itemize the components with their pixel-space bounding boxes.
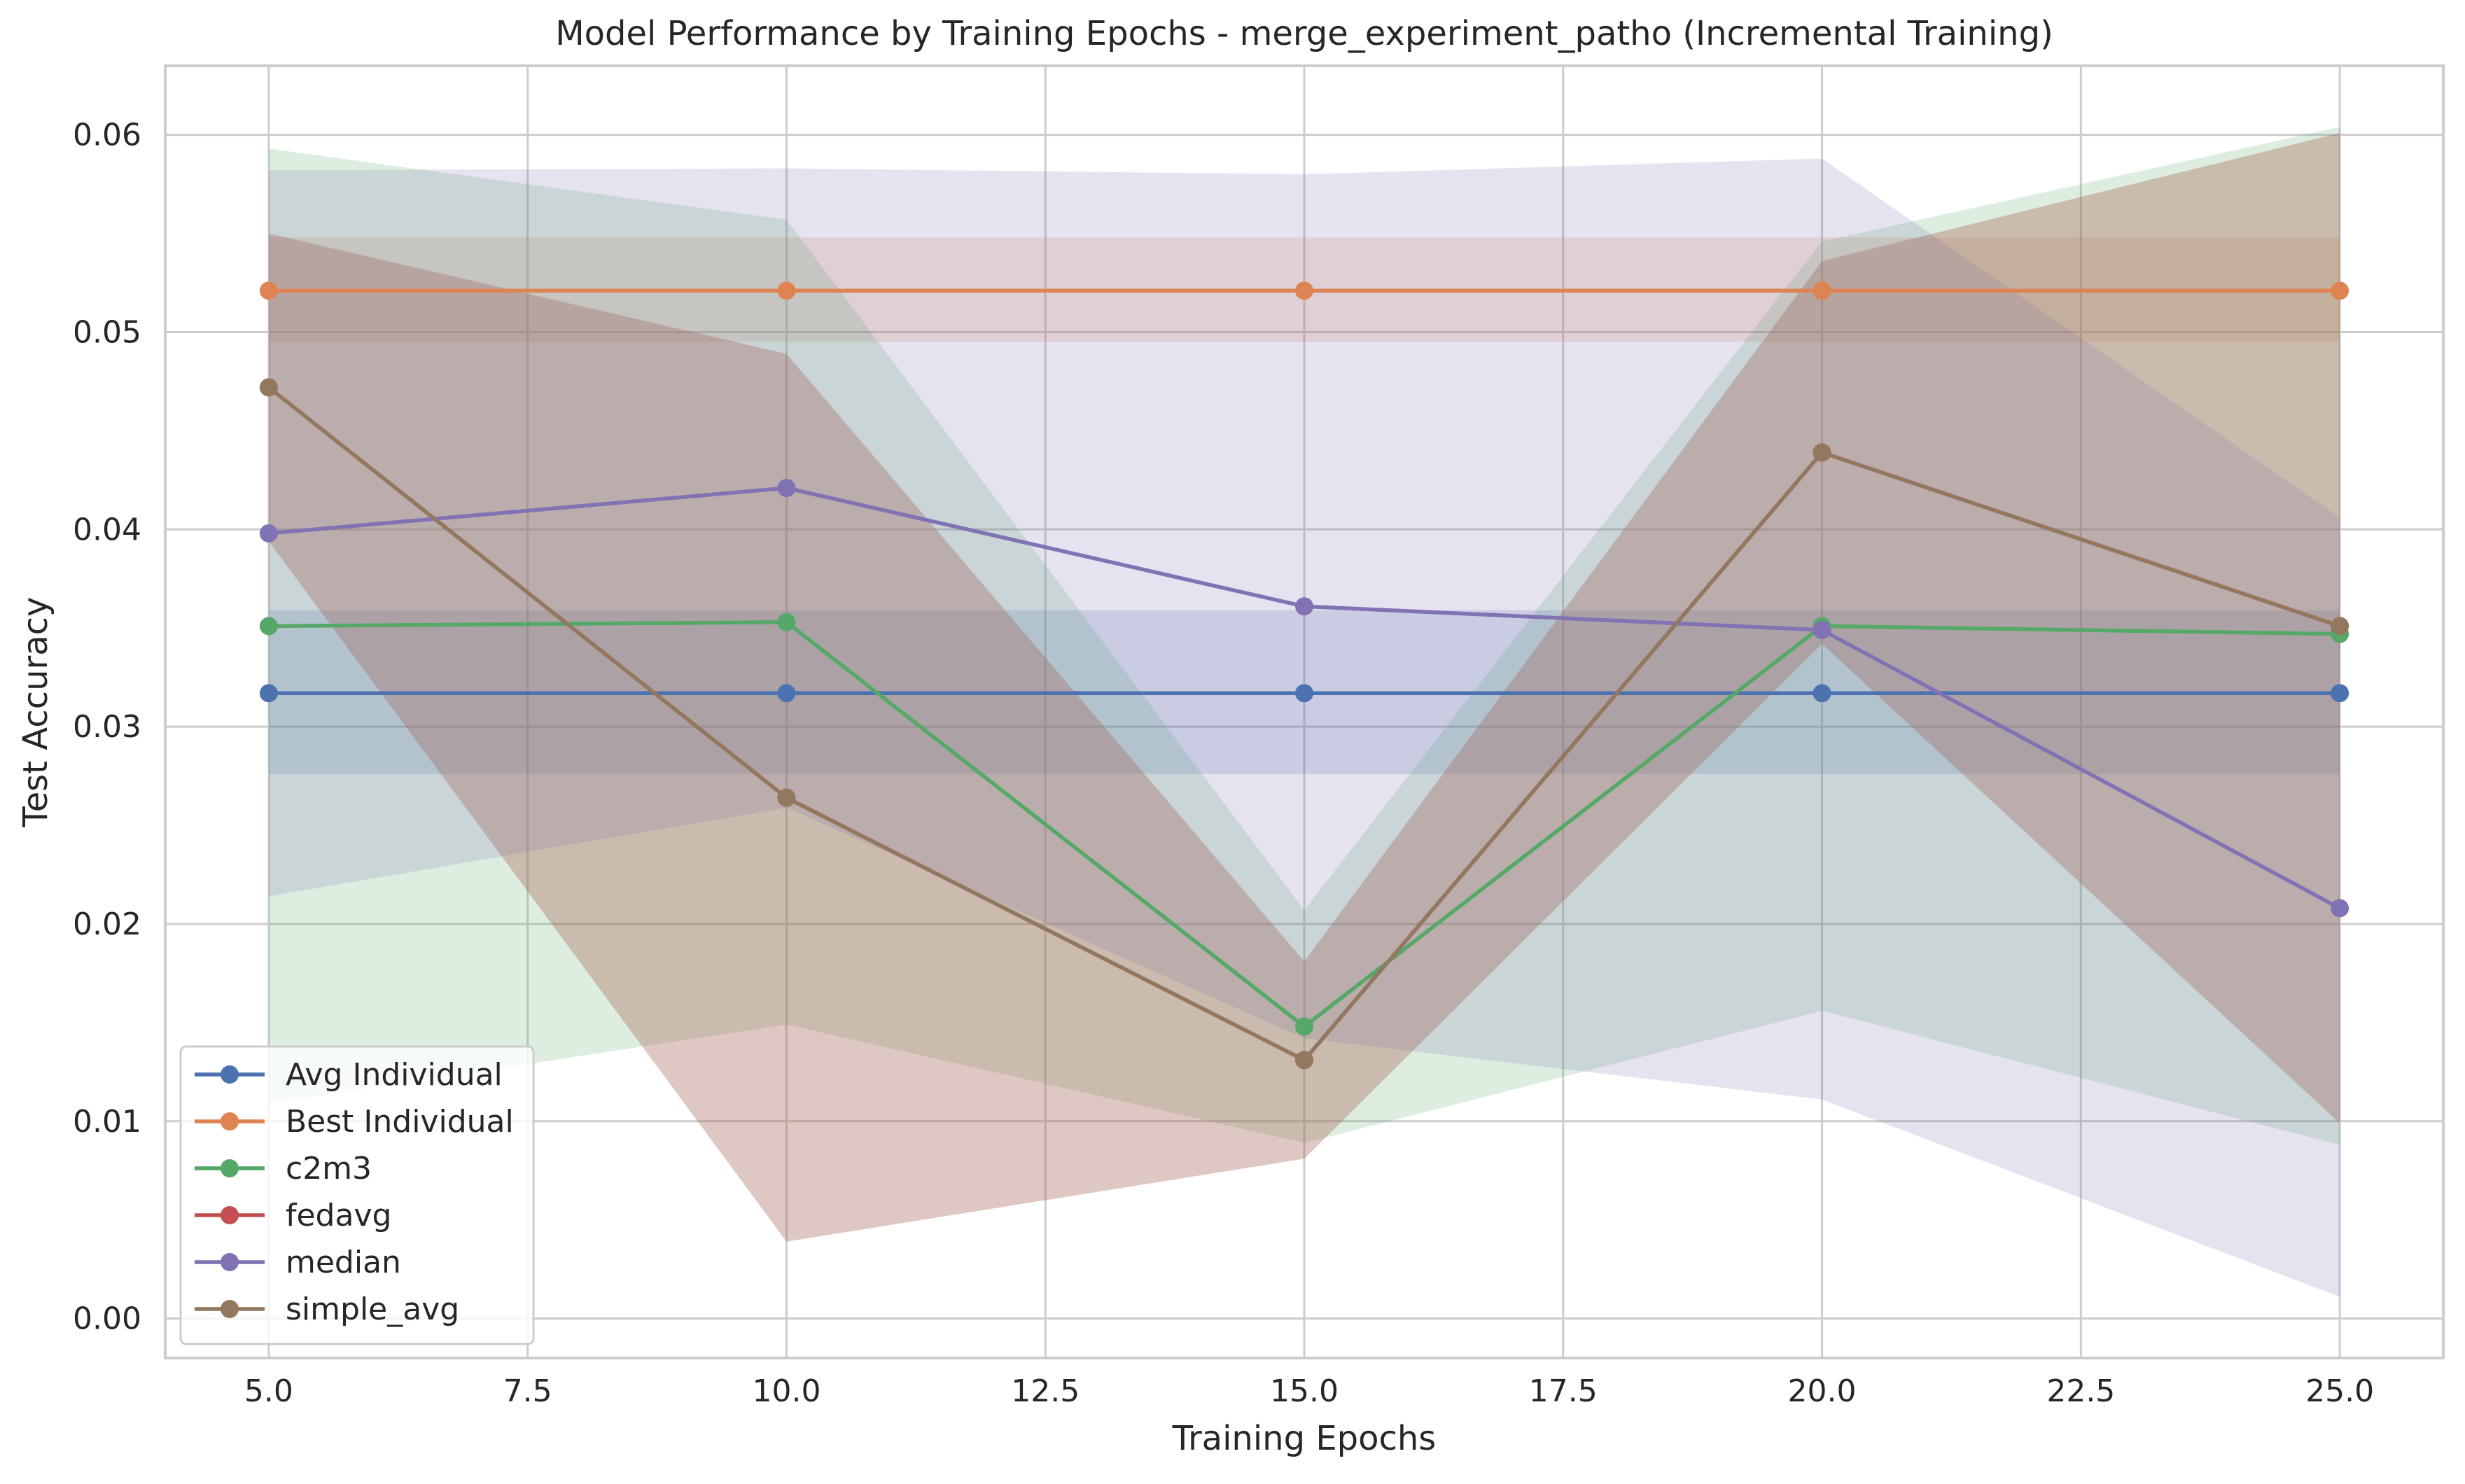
confidence-bands — [268, 127, 2340, 1297]
x-axis-title: Training Epochs — [1172, 1419, 1437, 1458]
c2m3-confidence-band — [268, 127, 2340, 1145]
avg-individual-point — [777, 684, 796, 703]
y-tick-label: 0.04 — [73, 512, 141, 547]
best-individual-legend-label: Best Individual — [286, 1104, 514, 1140]
median-confidence-band — [268, 158, 2340, 1297]
simple-avg-point — [1295, 1051, 1313, 1070]
c2m3-point — [777, 612, 796, 631]
x-tick-label: 20.0 — [1788, 1373, 1857, 1409]
y-tick-label: 0.03 — [73, 709, 141, 745]
x-tick-label: 15.0 — [1270, 1373, 1339, 1409]
chart-title: Model Performance by Training Epochs - m… — [555, 14, 2053, 53]
c2m3-legend-label: c2m3 — [286, 1151, 372, 1186]
x-tick-label: 17.5 — [1529, 1373, 1598, 1409]
legend-box — [179, 1045, 535, 1345]
simple-avg-point — [2331, 617, 2349, 636]
y-axis-title: Test Accuracy — [16, 597, 55, 828]
best-individual-point — [1295, 281, 1313, 300]
c2m3-legend-marker — [221, 1159, 239, 1177]
simple-avg-legend-marker — [221, 1300, 239, 1318]
avg-individual-legend-marker — [221, 1065, 239, 1084]
plot-frame — [164, 64, 2445, 1359]
fedavg-legend-label: fedavg — [286, 1198, 391, 1233]
x-tick-label: 10.0 — [752, 1373, 820, 1409]
y-tick-label: 0.01 — [73, 1104, 141, 1140]
median-point — [2331, 899, 2349, 918]
fedavg-legend-marker — [221, 1206, 239, 1224]
avg-individual-point — [1813, 684, 1831, 703]
simple-avg-confidence-band — [268, 132, 2340, 1242]
avg-individual-legend-label: Avg Individual — [286, 1057, 503, 1093]
c2m3-point — [1295, 1017, 1313, 1036]
median-point — [777, 479, 796, 498]
median-point — [1295, 597, 1313, 616]
best-individual-legend-marker — [221, 1112, 239, 1130]
simple-avg-point — [259, 378, 278, 397]
best-individual-point — [259, 281, 278, 300]
avg-individual-point — [2331, 684, 2349, 703]
simple-avg-point — [1813, 443, 1831, 462]
y-axis-ticks: 0.00 0.01 0.02 0.03 0.04 0.05 0.06 — [73, 118, 141, 1337]
best-individual-point — [1813, 281, 1831, 300]
c2m3-point — [259, 617, 278, 636]
x-axis-ticks: 5.0 7.5 10.0 12.5 15.0 17.5 20.0 22.5 25.0 — [244, 1373, 2374, 1409]
y-tick-label: 0.05 — [73, 314, 141, 350]
legend: Avg Individual Best Individual c2m3 fedavg m… — [179, 1045, 535, 1345]
median-point — [1813, 621, 1831, 640]
avg-individual-point — [1295, 684, 1313, 703]
x-tick-label: 12.5 — [1011, 1373, 1080, 1409]
median-point — [259, 524, 278, 542]
y-tick-label: 0.00 — [73, 1301, 141, 1337]
simple-avg-legend-label: simple_avg — [286, 1292, 459, 1327]
grid-lines — [165, 66, 2443, 1358]
x-tick-label: 25.0 — [2305, 1373, 2374, 1409]
x-tick-label: 5.0 — [244, 1373, 293, 1409]
avg-individual-point — [259, 684, 278, 703]
y-tick-label: 0.06 — [73, 118, 141, 153]
series-points — [259, 281, 2349, 1070]
best-individual-point — [777, 281, 796, 300]
x-tick-label: 22.5 — [2046, 1373, 2115, 1409]
y-tick-label: 0.02 — [73, 906, 141, 942]
median-legend-marker — [221, 1253, 239, 1271]
x-tick-label: 7.5 — [503, 1373, 552, 1409]
median-legend-label: median — [286, 1245, 401, 1280]
simple-avg-point — [777, 788, 796, 807]
fedavg-confidence-band — [268, 132, 2340, 1242]
best-individual-point — [2331, 281, 2349, 300]
